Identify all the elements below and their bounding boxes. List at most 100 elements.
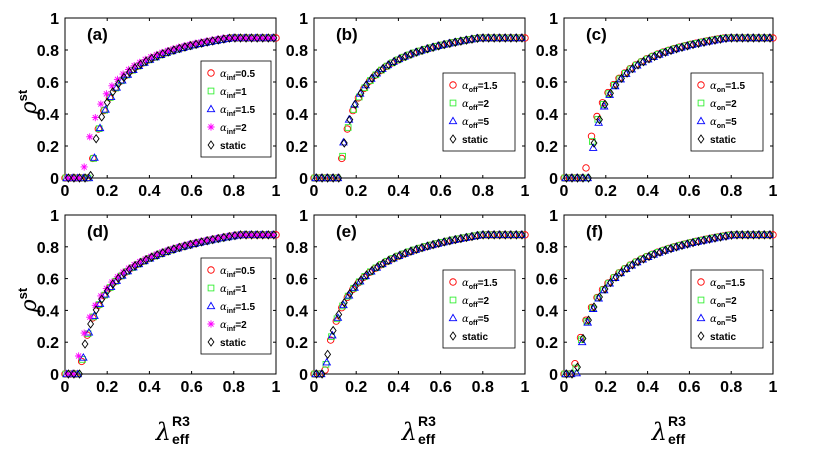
data-point xyxy=(98,112,106,122)
data-point xyxy=(700,37,708,47)
data-point xyxy=(651,249,658,259)
x-tick-label: 0.8 xyxy=(720,183,742,200)
data-point xyxy=(623,68,631,78)
data-point xyxy=(186,40,194,49)
data-point xyxy=(209,36,217,46)
data-point xyxy=(463,35,470,45)
data-point xyxy=(64,173,72,183)
data-point xyxy=(766,230,774,240)
legend-marker-triangle xyxy=(206,301,216,310)
legend-entry: static xyxy=(710,135,737,146)
svg-text:R3: R3 xyxy=(172,413,190,429)
x-tick-label: 0.4 xyxy=(636,379,658,396)
y-tick-label: 0.6 xyxy=(536,75,558,92)
data-point xyxy=(385,255,393,266)
data-point xyxy=(213,234,222,242)
legend-entry: αinf=1.5 xyxy=(220,302,256,315)
x-axis-label-middle: λ R3 eff xyxy=(401,413,436,447)
x-tick-label: 0.4 xyxy=(138,379,160,396)
data-point xyxy=(241,34,249,42)
data-point xyxy=(131,63,139,73)
data-point xyxy=(600,101,607,108)
data-point xyxy=(396,250,404,261)
legend-entry: static xyxy=(462,135,489,146)
data-point xyxy=(706,234,713,244)
data-point xyxy=(769,34,777,42)
data-point xyxy=(313,369,320,379)
y-tick-label: 1 xyxy=(549,11,558,28)
data-point xyxy=(357,88,365,98)
legend-entry: αon=5 xyxy=(710,314,737,327)
data-point xyxy=(192,39,200,50)
data-point xyxy=(512,33,520,43)
data-point xyxy=(329,173,337,183)
data-point xyxy=(451,234,459,245)
data-point xyxy=(270,33,278,43)
x-tick-label: 0.6 xyxy=(678,183,700,200)
data-point xyxy=(351,99,359,110)
y-tick-label: 0.6 xyxy=(37,272,59,289)
y-axis-label-top: ρst xyxy=(15,89,42,115)
data-point xyxy=(354,94,363,102)
x-tick-label: 0.4 xyxy=(387,183,409,200)
legend-marker-diamond xyxy=(207,140,215,150)
data-point xyxy=(81,173,89,183)
x-tick-label: 1 xyxy=(272,183,281,200)
data-point xyxy=(92,305,100,315)
data-point xyxy=(490,33,498,43)
data-point xyxy=(169,45,177,53)
series-diamond xyxy=(313,33,526,183)
data-point xyxy=(80,329,88,337)
series-diamond xyxy=(563,230,774,379)
data-point xyxy=(379,63,387,74)
y-tick-label: 0.8 xyxy=(536,43,558,60)
x-tick-label: 0.2 xyxy=(96,379,118,396)
data-point xyxy=(733,33,741,43)
legend-marker-diamond xyxy=(207,337,215,347)
data-point xyxy=(689,237,697,248)
data-point xyxy=(152,50,160,59)
data-point xyxy=(678,42,686,52)
x-tick-label: 0 xyxy=(61,379,70,396)
data-point xyxy=(521,34,529,42)
data-point xyxy=(605,90,613,97)
data-point xyxy=(253,230,261,240)
data-point xyxy=(340,297,348,308)
data-point xyxy=(418,45,426,56)
legend-marker-star xyxy=(207,123,215,131)
data-point xyxy=(231,230,239,241)
data-point xyxy=(126,264,133,275)
svg-text:λ: λ xyxy=(155,418,171,446)
data-point xyxy=(501,230,509,240)
data-point xyxy=(590,302,598,312)
data-point xyxy=(97,100,105,108)
data-point xyxy=(114,79,122,89)
data-point xyxy=(186,240,194,248)
data-point xyxy=(248,33,256,43)
data-point xyxy=(572,368,582,377)
data-point xyxy=(108,278,116,286)
data-point xyxy=(351,281,359,291)
legend-marker-diamond xyxy=(449,134,457,144)
x-tick-label: 0.6 xyxy=(180,379,202,396)
data-point xyxy=(435,41,443,51)
data-point xyxy=(87,170,95,181)
legend-marker-diamond xyxy=(697,134,705,144)
y-tick-label: 0 xyxy=(299,171,308,188)
data-point xyxy=(231,33,239,43)
svg-text:eff: eff xyxy=(668,431,685,447)
data-point xyxy=(739,230,746,240)
y-tick-label: 0.4 xyxy=(37,303,59,320)
data-point xyxy=(237,230,244,240)
data-point xyxy=(91,301,99,309)
data-point xyxy=(407,49,415,59)
legend-marker-square xyxy=(207,284,215,292)
legend-entry: αinf=0.5 xyxy=(220,266,256,279)
data-point xyxy=(120,268,128,279)
legend-marker-triangle xyxy=(696,313,706,322)
data-point xyxy=(90,311,99,319)
y-tick-label: 0.4 xyxy=(37,107,59,124)
data-point xyxy=(198,237,206,247)
data-point xyxy=(242,230,250,240)
data-point xyxy=(744,230,752,240)
